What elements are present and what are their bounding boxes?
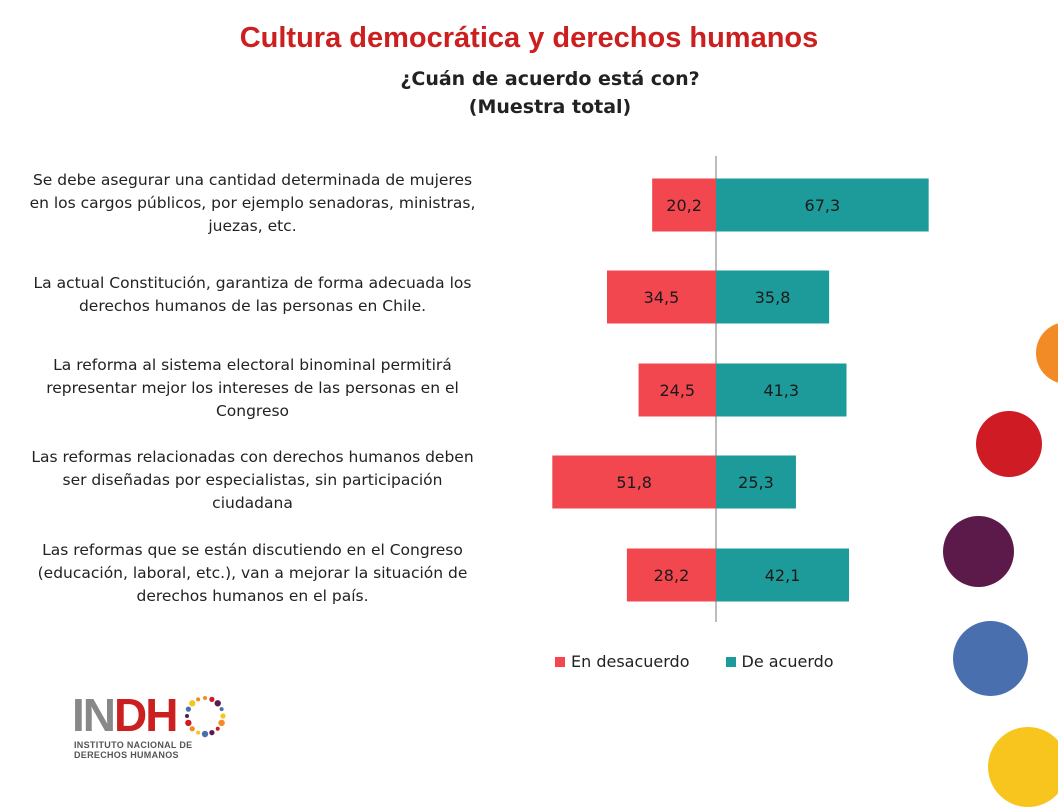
chart-title-line-1: ¿Cuán de acuerdo está con? [400,68,700,90]
category-label-5: Las reformas que se están discutiendo en… [20,539,485,608]
bar-de-acuerdo-5 [716,548,850,602]
logo-dot [218,719,225,727]
logo-dot [209,696,215,702]
category-label-3-line-3: Congreso [215,401,290,420]
category-label-3-line-1: La reforma al sistema electoral binomina… [53,355,452,374]
data-label-en-desacuerdo-4: 51,8 [616,473,652,492]
category-label-1-line-3: juezas, etc. [208,216,297,235]
logo-dot [189,700,196,707]
logo-dots-ring [185,696,226,738]
logo-dot [196,697,201,702]
legend-item-en-desacuerdo: En desacuerdo [555,652,690,671]
bar-en-desacuerdo-4 [552,455,716,509]
category-label-1-line-2: en los cargos públicos, por ejemplo sena… [29,193,476,212]
logo-dot [219,707,224,712]
bar-de-acuerdo-2 [716,270,830,324]
category-label-2-line-2: derechos humanos de las personas en Chil… [78,297,427,315]
category-label-3-line-2: representar mejor los intereses de las p… [46,378,459,397]
data-label-en-desacuerdo-2: 34,5 [644,288,680,307]
category-label-4: Las reformas relacionadas con derechos h… [20,446,485,515]
category-label-4-line-1: Las reformas relacionadas con derechos h… [31,447,474,466]
legend-label-en-desacuerdo: En desacuerdo [571,652,690,671]
bar-en-desacuerdo-5 [626,548,716,602]
data-label-de-acuerdo-3: 41,3 [763,381,799,400]
decor-circle-red [976,411,1042,477]
bar-de-acuerdo-1 [716,178,929,232]
legend-item-de-acuerdo: De acuerdo [725,652,834,671]
category-label-5-line-3: derechos humanos en el país. [136,586,369,605]
decor-circle-yellow [988,727,1058,807]
data-label-de-acuerdo-4: 25,3 [738,473,774,492]
category-label-3: La reforma al sistema electoral binomina… [20,354,485,423]
legend-swatch-de-acuerdo [725,656,736,667]
decor-circle-purple [943,516,1014,587]
legend: En desacuerdo De acuerdo [555,652,860,671]
legend-swatch-en-desacuerdo [555,656,565,667]
slide-title: Cultura democrática y derechos humanos [239,22,819,54]
logo-subtitle-1: INSTITUTO NACIONAL DE [74,740,193,750]
bar-de-acuerdo-4 [716,455,796,509]
indh-logo: INDH INSTITUTO NACIONAL DE DERECHOS HUMA… [72,692,242,762]
legend-label-de-acuerdo: De acuerdo [741,652,834,671]
category-label-2: La actual Constitución, garantiza de for… [20,272,485,318]
category-label-4-line-3: ciudadana [212,493,293,512]
category-label-2-line-1: La actual Constitución, garantiza de for… [33,274,472,292]
logo-dot [220,713,226,719]
chart-title-line-2: (Muestra total) [468,96,632,118]
logo-dot [201,730,209,738]
logo-dot [215,726,220,731]
data-label-en-desacuerdo-1: 20,2 [666,196,702,215]
category-label-5-line-2: (educación, laboral, etc.), van a mejora… [37,563,468,582]
bar-en-desacuerdo-1 [652,178,716,232]
category-label-1: Se debe asegurar una cantidad determinad… [20,169,485,238]
data-label-de-acuerdo-5: 42,1 [765,566,801,585]
logo-dot [196,730,201,735]
bar-en-desacuerdo-2 [606,270,716,324]
category-label-5-line-1: Las reformas que se están discutiendo en… [42,540,463,559]
decor-circle-orange [1036,322,1058,384]
logo-text-dh: DH [114,689,178,741]
category-label-4-line-2: ser diseñadas por especialistas, sin par… [62,470,443,489]
category-label-1-line-1: Se debe asegurar una cantidad determinad… [32,170,473,189]
data-label-en-desacuerdo-3: 24,5 [659,381,695,400]
logo-dot [214,700,221,707]
logo-dot [189,726,195,732]
logo-text-in: IN [72,689,116,741]
logo-dot [185,706,191,712]
logo-dot [209,730,215,736]
logo-dot [185,714,189,718]
data-label-de-acuerdo-1: 67,3 [805,196,841,215]
logo-dot [185,719,192,727]
data-label-en-desacuerdo-5: 28,2 [654,566,690,585]
bar-en-desacuerdo-3 [638,363,716,417]
bar-de-acuerdo-3 [716,363,847,417]
logo-subtitle-2: DERECHOS HUMANOS [74,750,179,760]
logo-wordmark: INDH [72,689,178,741]
logo-dot [203,696,207,700]
data-label-de-acuerdo-2: 35,8 [755,288,791,307]
decor-circle-blue [953,621,1028,696]
